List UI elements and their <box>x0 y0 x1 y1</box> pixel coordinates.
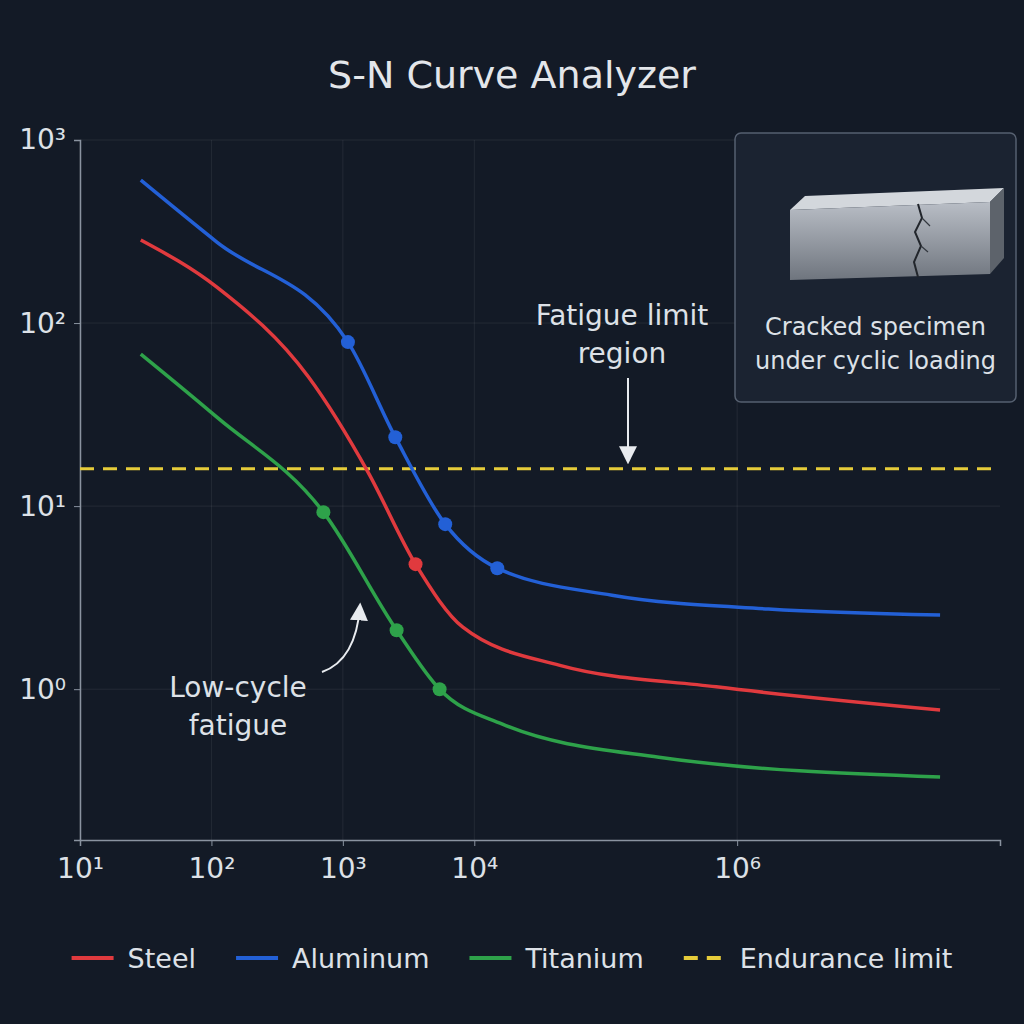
specimen-crack <box>914 204 922 277</box>
background <box>0 0 1024 1024</box>
legend-item: Titanium <box>469 943 643 974</box>
legend-item: Steel <box>72 943 196 974</box>
series-marker <box>390 623 404 637</box>
y-axis-tick-label: 10³ <box>19 123 66 156</box>
x-axis-tick-mark <box>474 840 475 846</box>
series-marker <box>433 682 447 696</box>
y-axis: 10⁰ 10¹ 10² 10³ <box>19 123 80 840</box>
inset-frame <box>735 133 1016 402</box>
grid <box>80 140 1000 840</box>
y-axis-tick: 10² <box>19 307 80 340</box>
legend-swatch <box>684 956 726 960</box>
x-axis-tick-mark <box>343 840 344 846</box>
legend-item: Aluminum <box>236 943 429 974</box>
y-axis-tick-mark <box>74 323 80 324</box>
legend-swatch <box>236 956 278 960</box>
x-axis-tick: 10⁴ <box>451 840 498 885</box>
y-axis-tick: 10⁰ <box>19 673 80 706</box>
legend-swatch <box>469 956 511 960</box>
legend-label: Endurance limit <box>740 943 953 974</box>
inset: Cracked specimen under cyclic loading <box>735 133 1016 402</box>
endurance-limit-line <box>80 467 1000 470</box>
series-marker <box>490 561 504 575</box>
y-axis-tick-label: 10¹ <box>19 490 66 523</box>
annotation: Low-cycle fatigue <box>169 671 307 742</box>
inset-caption: under cyclic loading <box>755 347 996 375</box>
x-axis-tick-mark <box>737 840 738 846</box>
series-marker <box>388 430 402 444</box>
x-axis-tick-mark <box>211 840 212 846</box>
specimen-crack <box>921 218 930 252</box>
annotation: Fatigue limit region <box>536 299 709 370</box>
x-axis-tick-label: 10⁴ <box>451 852 498 885</box>
series-marker <box>438 517 452 531</box>
specimen-front <box>790 202 990 280</box>
y-axis-line <box>74 141 81 841</box>
x-axis-tick-label: 10⁶ <box>714 852 761 885</box>
y-axis-tick: 10¹ <box>19 490 80 523</box>
x-axis-tick-label: 10² <box>188 852 235 885</box>
x-axis-tick-label: 10¹ <box>57 852 104 885</box>
annotation-text: Fatigue limit <box>536 299 709 332</box>
legend-item: Endurance limit <box>684 943 953 974</box>
legend-label: Aluminum <box>292 943 429 974</box>
x-axis-tick: 10¹ <box>57 840 104 885</box>
x-axis-line <box>81 841 1001 847</box>
annotation-text: region <box>578 337 667 370</box>
x-axis-tick: 10³ <box>320 840 367 885</box>
x-axis-tick-label: 10³ <box>320 852 367 885</box>
y-axis-tick-mark <box>74 689 80 690</box>
y-axis-tick-mark <box>74 140 80 141</box>
annotation-text: fatigue <box>189 709 288 742</box>
x-grid-line <box>474 140 475 840</box>
inset-caption: Cracked specimen <box>765 313 986 341</box>
y-axis-tick: 10³ <box>19 123 80 156</box>
chart-canvas: S-N Curve Analyzer10¹10²10³10⁴10⁶10⁰10¹1… <box>0 0 1024 1024</box>
series-line <box>141 354 940 777</box>
legend-label: Steel <box>128 943 196 974</box>
x-axis: 10¹ 10² 10³ 10⁴ 10⁶ <box>57 840 1000 885</box>
specimen-side <box>990 188 1004 274</box>
series-marker <box>409 557 423 571</box>
annotation-arrow <box>322 606 360 672</box>
plot-area <box>80 180 1000 777</box>
y-axis-tick-mark <box>74 506 80 507</box>
annotation-arrow <box>627 378 629 461</box>
legend: Steel Aluminum Titanium Endurance limit <box>72 943 953 974</box>
series-marker <box>341 335 355 349</box>
legend-swatch <box>72 956 114 960</box>
series-marker <box>316 505 330 519</box>
y-axis-tick-label: 10⁰ <box>19 673 66 706</box>
y-grid-line <box>80 506 1000 507</box>
chart-title: S-N Curve Analyzer <box>328 53 696 97</box>
x-axis-tick: 10⁶ <box>714 840 761 885</box>
y-axis-tick-label: 10² <box>19 307 66 340</box>
legend-label: Titanium <box>524 943 643 974</box>
x-grid-line <box>342 140 343 840</box>
annotation-text: Low-cycle <box>169 671 307 704</box>
x-axis-tick: 10² <box>188 840 235 885</box>
